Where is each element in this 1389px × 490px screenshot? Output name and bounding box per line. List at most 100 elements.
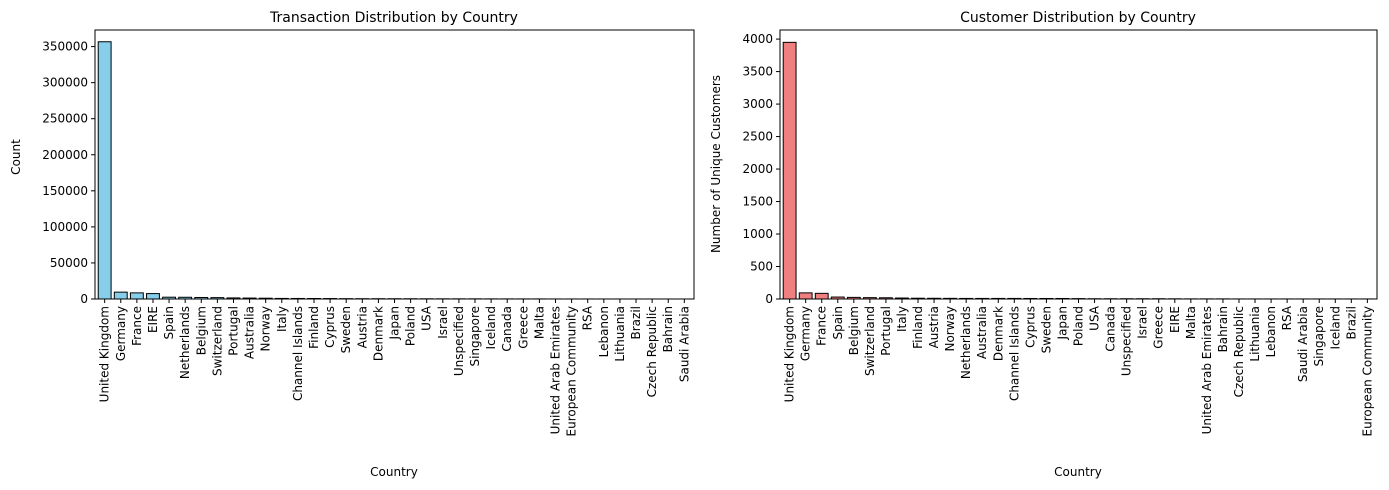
x-tick-label: France (815, 306, 829, 346)
x-tick-label: Channel Islands (1007, 306, 1021, 401)
x-tick-label: United Arab Emirates (1200, 306, 1214, 434)
x-tick-label: Singapore (1312, 306, 1326, 367)
y-tick-label: 0 (80, 292, 88, 306)
x-tick-label: USA (1088, 305, 1102, 331)
x-tick-label: Netherlands (178, 306, 192, 379)
x-tick-label: Lithuania (1248, 306, 1262, 362)
y-tick-label: 200000 (42, 148, 88, 162)
x-tick-label: Finland (911, 306, 925, 349)
x-tick-label: Austria (927, 306, 941, 348)
x-tick-label: Australia (975, 306, 989, 359)
bar (814, 292, 829, 300)
chart-title: Transaction Distribution by Country (269, 10, 518, 26)
y-axis-label: Number of Unique Customers (709, 75, 723, 253)
x-tick-label: United Kingdom (98, 306, 112, 402)
x-tick-label: Italy (275, 306, 289, 332)
y-tick-label: 500 (750, 260, 773, 274)
bar (113, 291, 128, 300)
x-tick-label: Israel (1136, 306, 1150, 339)
y-tick-label: 1000 (742, 227, 773, 241)
x-tick-label: Canada (1104, 306, 1118, 352)
x-tick-label: EIRE (146, 306, 160, 333)
x-tick-label: RSA (581, 305, 595, 330)
x-tick-label: Cyprus (1023, 306, 1037, 348)
y-tick-label: 250000 (42, 112, 88, 126)
x-tick-label: Brazil (1344, 306, 1358, 340)
x-tick-label: Spain (162, 306, 176, 340)
chart-title: Customer Distribution by Country (960, 10, 1196, 26)
plot-area: 0 500 1000 1500 2000 2500 3000 3500 4000 United K… (742, 29, 1378, 436)
x-tick-label: Greece (516, 306, 530, 349)
x-axis-label: Country (1054, 465, 1102, 479)
x-tick-label: Germany (799, 306, 813, 361)
y-axis-label: Count (9, 139, 23, 175)
x-tick-label: European Community (565, 306, 579, 436)
x-tick-label: European Community (1360, 306, 1374, 436)
x-tick-label: Portugal (879, 306, 893, 356)
x-tick-label: France (130, 306, 144, 346)
y-tick-label: 2000 (742, 162, 773, 176)
x-tick-label: Portugal (226, 306, 240, 356)
transaction-chart: Transaction Distribution by Country Coun… (9, 10, 695, 479)
x-tick-label: EIRE (1168, 306, 1182, 333)
x-tick-label: United Arab Emirates (549, 306, 563, 434)
x-tick-label: Italy (895, 306, 909, 332)
x-tick-label: Sweden (339, 306, 353, 353)
x-tick-label: Australia (243, 306, 257, 359)
x-tick-label: Denmark (371, 306, 385, 361)
axes-frame (94, 29, 695, 300)
x-tick-label: Singapore (468, 306, 482, 367)
bar (798, 292, 813, 300)
y-tick-label: 350000 (42, 40, 88, 54)
x-tick-label: Canada (500, 306, 514, 352)
x-tick-label: Channel Islands (291, 306, 305, 401)
x-tick-label: Germany (114, 306, 128, 361)
y-tick-label: 3500 (742, 65, 773, 79)
x-tick-label: Iceland (1328, 306, 1342, 349)
x-tick-label: Saudi Arabia (677, 306, 691, 382)
x-tick-label: Denmark (991, 306, 1005, 361)
x-tick-label: Japan (1055, 306, 1069, 340)
bar (129, 292, 144, 300)
bar (146, 293, 160, 300)
x-tick-label: Czech Republic (1232, 306, 1246, 397)
x-tick-label: Czech Republic (645, 306, 659, 397)
x-tick-label: Spain (831, 306, 845, 340)
x-tick-label: Unspecified (1120, 306, 1134, 376)
x-tick-label: Norway (943, 306, 957, 352)
x-tick-label: Norway (259, 306, 273, 352)
x-tick-label: Bahrain (661, 306, 675, 352)
x-tick-label: Saudi Arabia (1296, 306, 1310, 382)
x-tick-label: RSA (1280, 305, 1294, 330)
x-tick-label: Cyprus (323, 306, 337, 348)
x-tick-label: Japan (388, 306, 402, 340)
x-tick-label: Iceland (484, 306, 498, 349)
y-tick-label: 150000 (42, 184, 88, 198)
y-tick-label: 0 (765, 292, 773, 306)
y-tick-label: 1500 (742, 195, 773, 209)
y-tick-label: 2500 (742, 130, 773, 144)
x-tick-label: Belgium (194, 306, 208, 355)
x-tick-label: Finland (307, 306, 321, 349)
x-tick-label: Sweden (1039, 306, 1053, 353)
y-tick-label: 4000 (742, 32, 773, 46)
x-tick-label: Malta (1184, 306, 1198, 339)
x-tick-label: Lebanon (1264, 306, 1278, 357)
y-tick-label: 3000 (742, 97, 773, 111)
x-tick-label: Switzerland (210, 306, 224, 376)
y-tick-label: 100000 (42, 220, 88, 234)
axes-frame (779, 29, 1378, 300)
x-tick-label: Lithuania (613, 306, 627, 362)
x-tick-label: Unspecified (452, 306, 466, 376)
x-tick-label: Brazil (629, 306, 643, 340)
x-tick-label: Switzerland (863, 306, 877, 376)
bar (782, 41, 797, 300)
x-tick-label: Austria (355, 306, 369, 348)
customer-chart: Customer Distribution by Country Number … (709, 10, 1378, 479)
x-tick-label: USA (420, 305, 434, 331)
x-axis-label: Country (370, 465, 418, 479)
plot-area: 0 50000 100000 150000 200000 250000 300000 3500… (42, 29, 695, 436)
x-tick-label: Israel (436, 306, 450, 339)
x-tick-label: Poland (404, 306, 418, 346)
